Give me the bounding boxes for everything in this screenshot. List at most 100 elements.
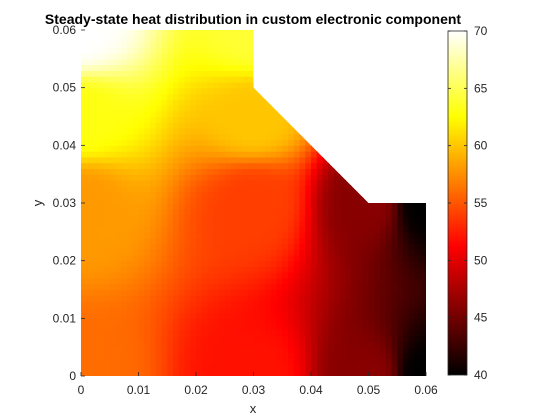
- heat-cell: [362, 70, 370, 77]
- heat-cell: [397, 318, 404, 325]
- heat-cell: [196, 277, 203, 285]
- heat-cell: [299, 151, 306, 158]
- heat-cell: [173, 306, 180, 314]
- heat-cell: [132, 64, 140, 71]
- heat-cell: [362, 151, 370, 158]
- heat-cell: [190, 324, 197, 331]
- heat-cell: [144, 295, 151, 302]
- heat-cell: [385, 104, 393, 112]
- heat-cell: [109, 260, 117, 268]
- heat-cell: [391, 237, 398, 244]
- heat-cell: [161, 191, 168, 198]
- heat-cell: [374, 168, 381, 175]
- heat-cell: [161, 335, 168, 342]
- heat-cell: [368, 70, 375, 77]
- heat-cell: [86, 203, 94, 210]
- heat-cell: [299, 110, 306, 118]
- heat-cell: [403, 35, 410, 43]
- heat-cell: [242, 133, 249, 141]
- heat-cell: [201, 243, 209, 250]
- heat-cell: [150, 301, 157, 308]
- heat-cell: [403, 341, 410, 348]
- heat-cell: [414, 318, 421, 325]
- heat-cell: [207, 370, 214, 376]
- heat-cell: [316, 272, 324, 279]
- heat-cell: [334, 324, 341, 331]
- heat-cell: [380, 214, 387, 221]
- heat-cell: [104, 58, 111, 66]
- heat-cell: [127, 295, 134, 302]
- heat-cell: [253, 41, 260, 48]
- heat-cell: [270, 81, 278, 89]
- heat-cell: [236, 266, 243, 273]
- heat-cell: [161, 35, 168, 43]
- heat-cell: [265, 145, 272, 152]
- heat-cell: [144, 104, 151, 112]
- heat-cell: [316, 364, 324, 371]
- heat-cell: [167, 179, 174, 187]
- heat-cell: [362, 214, 370, 221]
- heat-cell: [414, 312, 421, 319]
- heat-cell: [104, 133, 111, 141]
- heat-cell: [247, 231, 255, 239]
- heat-cell: [236, 53, 243, 60]
- heat-cell: [132, 231, 140, 239]
- heat-cell: [380, 358, 387, 366]
- heat-cell: [351, 231, 358, 239]
- heat-cell: [150, 53, 157, 60]
- heat-cell: [311, 318, 318, 325]
- x-axis: 0 0.01 0.02 0.03 0.04 0.05 0.06: [78, 372, 438, 397]
- heat-cell: [224, 47, 232, 54]
- heat-cell: [334, 104, 341, 112]
- heat-cell: [265, 64, 272, 71]
- heat-cell: [288, 151, 295, 158]
- heat-cell: [230, 335, 237, 342]
- heat-cell: [150, 87, 157, 95]
- heat-cell: [397, 364, 404, 371]
- heat-cell: [293, 260, 301, 268]
- heat-cell: [293, 87, 301, 95]
- heat-cell: [138, 191, 145, 198]
- heat-cell: [230, 237, 237, 244]
- heat-cell: [316, 145, 324, 152]
- heat-cell: [178, 249, 186, 256]
- heat-cell: [121, 185, 128, 193]
- heat-cell: [92, 347, 99, 354]
- heat-cell: [403, 151, 410, 158]
- heat-cell: [236, 99, 243, 106]
- heat-cell: [132, 277, 140, 285]
- heat-cell: [138, 53, 145, 60]
- heat-cell: [150, 179, 157, 187]
- heat-cell: [374, 214, 381, 221]
- heat-cell: [328, 214, 335, 221]
- heat-cell: [81, 191, 88, 198]
- heat-cell: [138, 197, 145, 204]
- heat-cell: [380, 364, 387, 371]
- heat-cell: [288, 162, 295, 169]
- heat-cell: [420, 99, 426, 106]
- heat-cell: [265, 203, 272, 210]
- heat-cell: [81, 93, 88, 100]
- heat-cell: [305, 156, 312, 164]
- heat-cell: [155, 35, 163, 43]
- heat-cell: [311, 226, 318, 233]
- heat-cell: [270, 237, 278, 244]
- heat-cell: [334, 81, 341, 89]
- heat-cell: [362, 104, 370, 112]
- heat-cell: [98, 289, 105, 296]
- heat-cell: [161, 58, 168, 66]
- heat-cell: [408, 283, 416, 291]
- heat-cell: [144, 341, 151, 348]
- heat-cell: [86, 156, 94, 164]
- heat-cell: [109, 110, 117, 118]
- heat-cell: [351, 341, 358, 348]
- heat-cell: [104, 254, 111, 262]
- heat-cell: [351, 254, 358, 262]
- heat-cell: [224, 110, 232, 118]
- heat-cell: [213, 53, 220, 60]
- heat-cell: [403, 306, 410, 314]
- heat-cell: [201, 260, 209, 268]
- heat-cell: [247, 283, 255, 291]
- heat-cell: [115, 122, 122, 129]
- heat-cell: [288, 122, 295, 129]
